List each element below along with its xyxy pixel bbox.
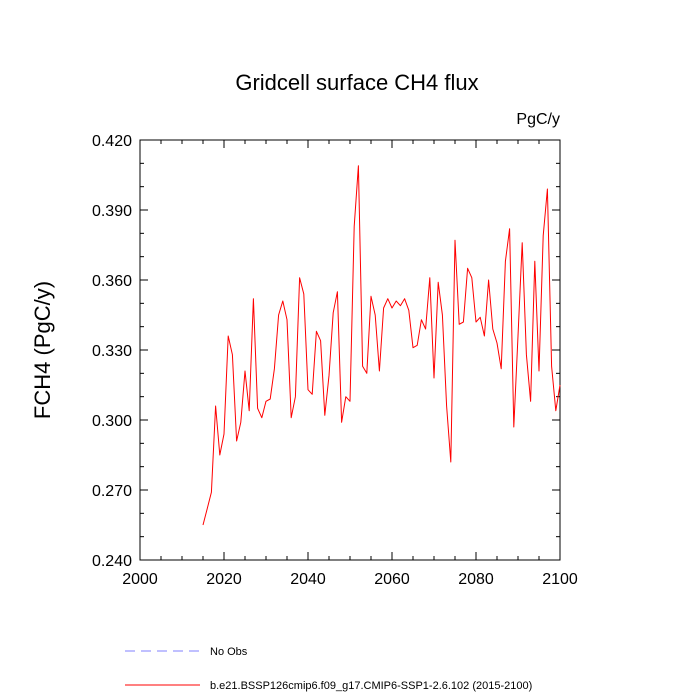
- y-tick-label: 0.300: [92, 413, 132, 430]
- legend-label-model: b.e21.BSSP126cmip6.f09_g17.CMIP6-SSP1-2.…: [210, 680, 532, 692]
- y-tick-label: 0.240: [92, 553, 132, 570]
- x-tick-label: 2080: [458, 571, 494, 588]
- y-tick-label: 0.330: [92, 343, 132, 360]
- y-tick-label: 0.420: [92, 133, 132, 150]
- x-tick-label: 2000: [122, 571, 158, 588]
- x-tick-label: 2100: [542, 571, 578, 588]
- y-tick-label: 0.390: [92, 203, 132, 220]
- chart-title: Gridcell surface CH4 flux: [235, 70, 478, 95]
- plot-frame: [139, 139, 561, 561]
- series-group: [202, 165, 561, 526]
- y-axis: 0.240 0.270 0.300 0.330 0.360 0.390 0.420: [92, 133, 560, 570]
- units-label: PgC/y: [516, 111, 560, 128]
- series-line: [202, 165, 561, 526]
- x-tick-label: 2020: [206, 571, 242, 588]
- legend: No Obs b.e21.BSSP126cmip6.f09_g17.CMIP6-…: [125, 646, 532, 692]
- y-tick-label: 0.270: [92, 483, 132, 500]
- y-tick-label: 0.360: [92, 273, 132, 290]
- legend-label-no-obs: No Obs: [210, 646, 248, 658]
- x-axis: 2000 2020 2040 2060 2080 2100: [122, 140, 578, 588]
- y-axis-label: FCH4 (PgC/y): [30, 281, 55, 419]
- x-tick-label: 2040: [290, 571, 326, 588]
- x-tick-label: 2060: [374, 571, 410, 588]
